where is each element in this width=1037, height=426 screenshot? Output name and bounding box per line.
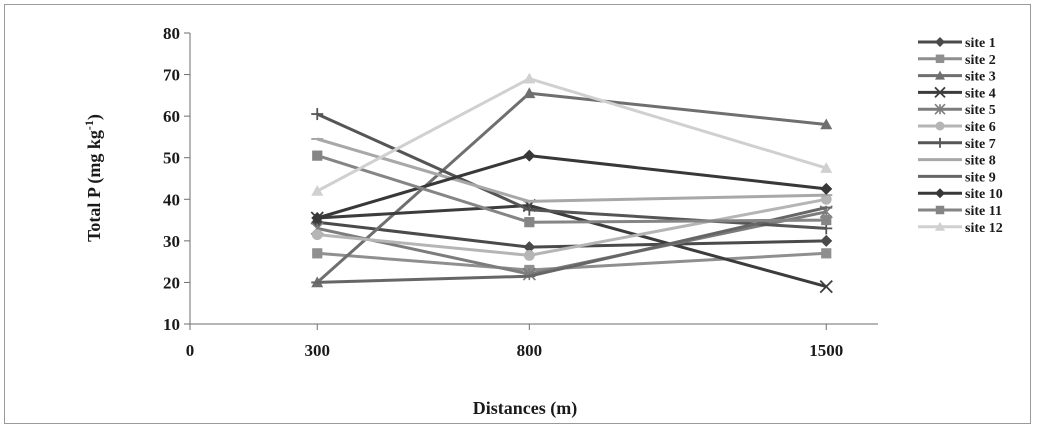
series-line [316, 91, 827, 284]
legend-label: site 5 [965, 103, 996, 118]
marker-circle [311, 229, 323, 241]
legend-label: site 8 [965, 154, 996, 169]
legend-item: site 9 [918, 170, 996, 185]
marker-triangle [523, 87, 536, 99]
x-ticks: 0 300 800 1500 [186, 324, 843, 360]
chart-frame [4, 4, 1031, 424]
marker-diamond [935, 37, 945, 47]
marker-circle [935, 121, 945, 131]
marker-diamond [523, 149, 536, 162]
marker-diamond [523, 241, 536, 254]
legend-label: site 7 [965, 137, 996, 152]
marker-square [821, 214, 832, 226]
y-axis-title-superscript: -1 [82, 120, 96, 130]
series-8 [311, 137, 833, 203]
legend-item: site 7 [918, 137, 996, 152]
legend-item: site 11 [918, 204, 1002, 219]
marker-diamond [311, 211, 324, 224]
y-tick-label: 40 [163, 190, 180, 209]
series-9 [311, 206, 833, 284]
y-tick-label: 70 [163, 66, 180, 85]
x-tick-label: 300 [305, 341, 331, 360]
series-10 [311, 149, 833, 224]
y-tick-label: 20 [163, 273, 180, 292]
y-tick-label: 10 [163, 315, 180, 334]
legend-item: site 1 [918, 36, 996, 51]
legend-label: site 6 [965, 120, 996, 135]
y-tick-label: 50 [163, 149, 180, 168]
legend-item: site 6 [918, 120, 996, 135]
x-tick-label: 1500 [809, 341, 843, 360]
y-ticks: 10 20 30 40 50 60 70 80 [163, 24, 190, 334]
marker-triangle [935, 221, 945, 231]
x-tick-label: 800 [517, 341, 543, 360]
marker-triangle [820, 118, 833, 130]
marker-diamond [820, 182, 833, 195]
marker-circle [523, 250, 535, 261]
series-line [316, 77, 827, 193]
y-axis-title-main: Total P (mg kg [84, 130, 105, 242]
marker-triangle [935, 70, 945, 80]
y-tick-label: 30 [163, 232, 180, 251]
legend-item: site 8 [918, 154, 996, 169]
marker-triangle [820, 162, 833, 173]
legend-label: site 1 [965, 36, 996, 51]
marker-triangle [523, 72, 536, 84]
marker-x [819, 279, 833, 294]
marker-square [935, 205, 945, 215]
legend-label: site 2 [965, 53, 996, 68]
marker-x [934, 86, 946, 99]
legend-label: site 11 [965, 204, 1002, 219]
series-2 [312, 248, 832, 276]
series-11 [312, 150, 832, 228]
marker-square [312, 248, 323, 259]
y-tick-label: 60 [163, 107, 180, 126]
legend-label: site 4 [965, 86, 996, 101]
marker-square [312, 150, 323, 161]
series-6 [311, 193, 832, 261]
marker-triangle [311, 184, 324, 196]
x-tick-label: 0 [186, 341, 195, 360]
marker-square [821, 248, 832, 259]
axes [189, 33, 878, 325]
series-line [316, 154, 827, 220]
series-12 [311, 72, 833, 196]
legend-label: site 3 [965, 70, 996, 85]
series-7 [311, 108, 833, 235]
marker-square [935, 54, 945, 64]
legend-item: site 4 [918, 86, 996, 101]
legend-item: site 2 [918, 53, 996, 68]
marker-square [524, 217, 535, 228]
y-axis-title: Total P (mg kg-1) [82, 114, 105, 242]
legend-label: site 12 [965, 221, 1003, 236]
legend-label: site 10 [965, 187, 1003, 202]
legend-label: site 9 [965, 170, 996, 185]
legend-item: site 10 [918, 187, 1003, 202]
y-tick-label: 80 [163, 24, 180, 43]
legend-item: site 12 [918, 221, 1003, 236]
x-axis-title: Distances (m) [473, 398, 577, 419]
y-axis-title-close: ) [84, 114, 105, 120]
series-layer [310, 72, 833, 294]
marker-diamond [935, 188, 945, 199]
legend-item: site 5 [918, 103, 996, 118]
legend-item: site 3 [918, 70, 996, 85]
marker-diamond [820, 234, 833, 247]
series-line [316, 112, 827, 230]
